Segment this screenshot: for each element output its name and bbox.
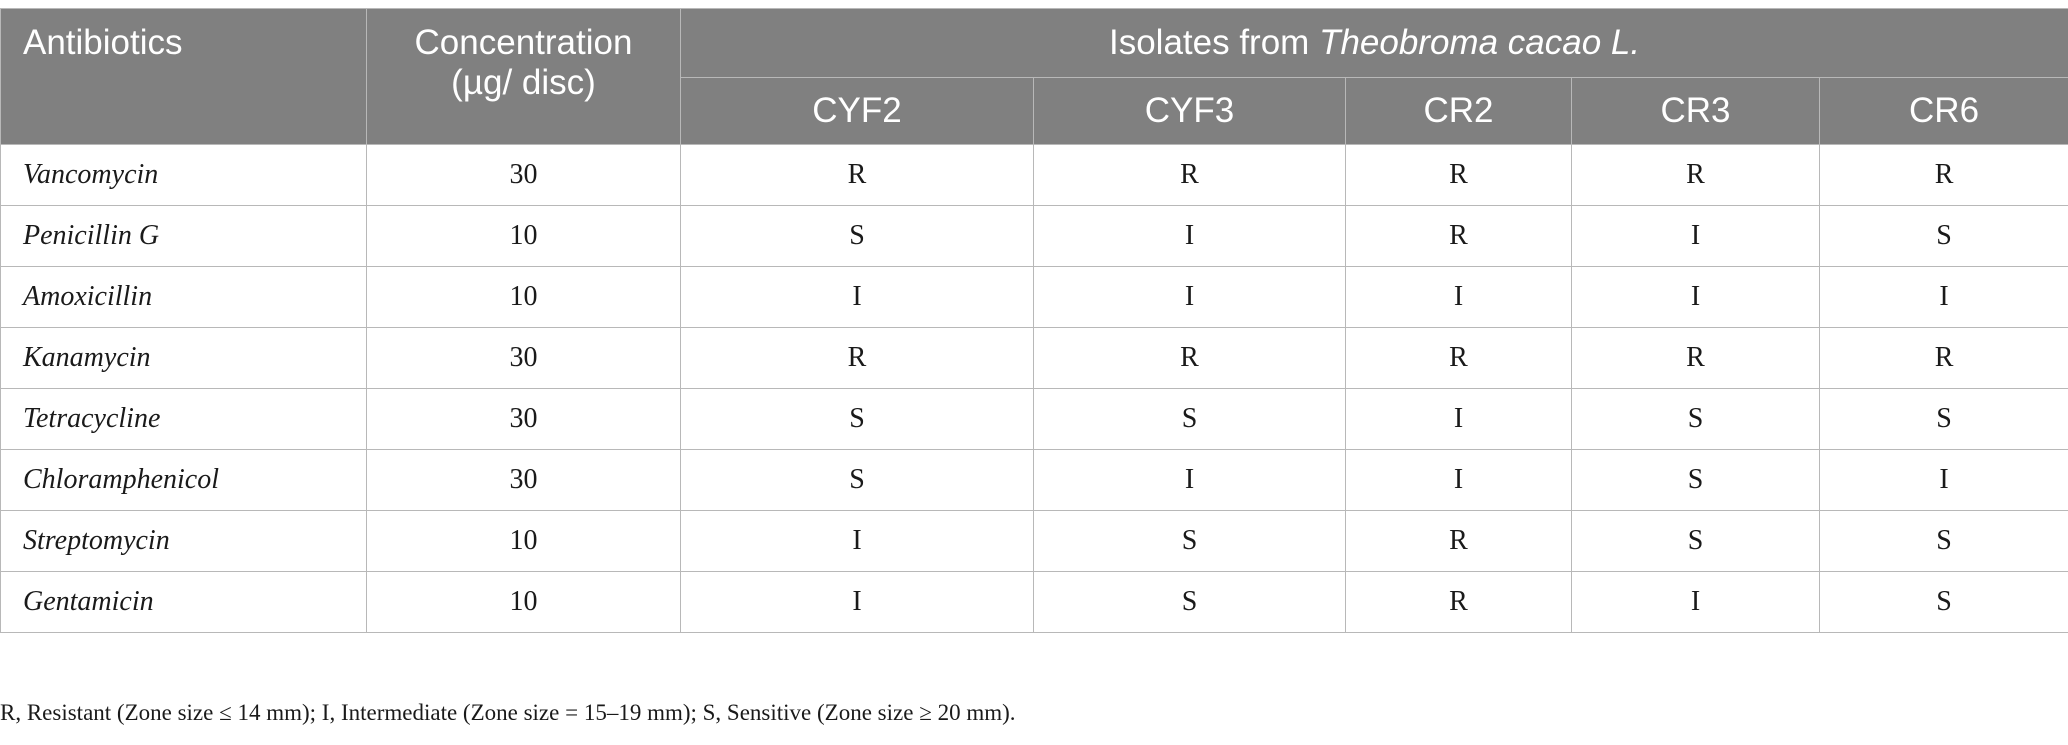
result-cell: R [1345, 571, 1572, 633]
concentration-value: 10 [366, 571, 681, 633]
result-cell: R [1571, 144, 1820, 206]
result-cell: R [1571, 327, 1820, 389]
concentration-value: 10 [366, 510, 681, 572]
table-row: Kanamycin 30 R R R R R [0, 327, 2068, 389]
result-cell: S [1033, 388, 1346, 450]
header-isolate-cr6: CR6 [1818, 77, 2068, 145]
concentration-value: 30 [366, 388, 681, 450]
antibiotic-name: Chloramphenicol [0, 449, 367, 511]
antibiotic-name: Tetracycline [0, 388, 367, 450]
result-cell: I [1571, 266, 1820, 328]
antibiotic-name: Amoxicillin [0, 266, 367, 328]
result-cell: R [680, 327, 1034, 389]
result-cell: I [1818, 449, 2068, 511]
result-cell: S [680, 205, 1034, 267]
result-cell: I [680, 510, 1034, 572]
result-cell: S [1818, 205, 2068, 267]
result-cell: S [1571, 510, 1820, 572]
result-cell: R [1345, 144, 1572, 206]
result-cell: R [1033, 144, 1346, 206]
antibiotic-name: Kanamycin [0, 327, 367, 389]
result-cell: I [1033, 266, 1346, 328]
antibiotic-name: Vancomycin [0, 144, 367, 206]
header-isolate-cyf2: CYF2 [680, 77, 1034, 145]
concentration-value: 30 [366, 144, 681, 206]
concentration-value: 30 [366, 449, 681, 511]
antibiotic-name: Penicillin G [0, 205, 367, 267]
result-cell: R [1345, 510, 1572, 572]
result-cell: S [680, 388, 1034, 450]
header-isolate-cr2: CR2 [1345, 77, 1572, 145]
result-cell: I [1345, 388, 1572, 450]
table-row: Penicillin G 10 S I R I S [0, 205, 2068, 267]
result-cell: I [1571, 571, 1820, 633]
result-cell: S [1033, 571, 1346, 633]
table-footnote: R, Resistant (Zone size ≤ 14 mm); I, Int… [0, 700, 1016, 725]
table-row: Tetracycline 30 S S I S S [0, 388, 2068, 450]
antibiotic-susceptibility-table: Antibiotics Concentration (µg/ disc) Iso… [0, 8, 2068, 633]
result-cell: R [680, 144, 1034, 206]
table-body: Vancomycin 30 R R R R R Penicillin G 10 … [0, 144, 2068, 633]
result-cell: I [1571, 205, 1820, 267]
header-isolate-cyf3: CYF3 [1033, 77, 1346, 145]
result-cell: I [680, 266, 1034, 328]
table-header: Antibiotics Concentration (µg/ disc) Iso… [0, 8, 2068, 145]
table-row: Vancomycin 30 R R R R R [0, 144, 2068, 206]
result-cell: I [680, 571, 1034, 633]
result-cell: S [680, 449, 1034, 511]
header-isolate-cr3: CR3 [1571, 77, 1820, 145]
header-isolates-species: Theobroma cacao L. [1319, 22, 1641, 62]
concentration-value: 30 [366, 327, 681, 389]
result-cell: I [1818, 266, 2068, 328]
header-isolates-group: Isolates from Theobroma cacao L. [679, 8, 2068, 78]
result-cell: R [1033, 327, 1346, 389]
result-cell: S [1818, 571, 2068, 633]
table-row: Chloramphenicol 30 S I I S I [0, 449, 2068, 511]
result-cell: S [1571, 449, 1820, 511]
result-cell: S [1818, 388, 2068, 450]
result-cell: S [1818, 510, 2068, 572]
result-cell: I [1345, 449, 1572, 511]
table-row: Amoxicillin 10 I I I I I [0, 266, 2068, 328]
result-cell: S [1571, 388, 1820, 450]
antibiotic-name: Streptomycin [0, 510, 367, 572]
header-concentration-unit: (µg/ disc) [451, 63, 596, 103]
result-cell: R [1345, 327, 1572, 389]
header-concentration-line1: Concentration [414, 23, 633, 62]
table-row: Gentamicin 10 I S R I S [0, 571, 2068, 633]
result-cell: S [1033, 510, 1346, 572]
concentration-value: 10 [366, 266, 681, 328]
result-cell: I [1033, 205, 1346, 267]
table-row: Streptomycin 10 I S R S S [0, 510, 2068, 572]
result-cell: I [1345, 266, 1572, 328]
result-cell: I [1033, 449, 1346, 511]
header-isolates-prefix: Isolates from [1108, 22, 1320, 62]
result-cell: R [1345, 205, 1572, 267]
header-concentration: Concentration (µg/ disc) [366, 8, 681, 145]
result-cell: R [1818, 144, 2068, 206]
antibiotic-name: Gentamicin [0, 571, 367, 633]
header-antibiotics: Antibiotics [0, 8, 367, 145]
concentration-value: 10 [366, 205, 681, 267]
result-cell: R [1818, 327, 2068, 389]
